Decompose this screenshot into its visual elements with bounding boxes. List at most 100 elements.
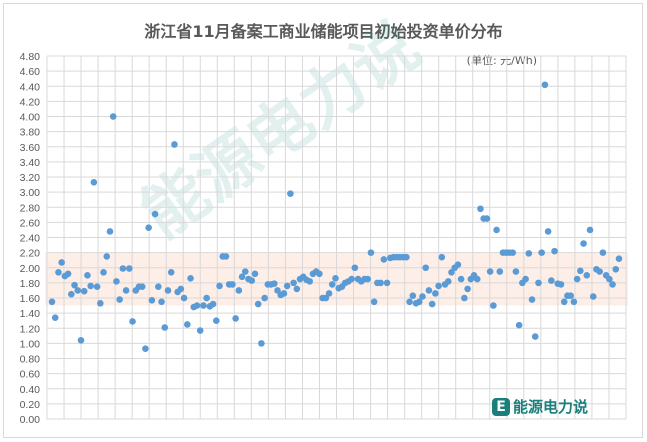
y-tick-label: 4.00	[20, 112, 41, 124]
data-point	[332, 275, 339, 282]
data-point	[509, 249, 516, 256]
y-tick-label: 3.60	[20, 142, 41, 154]
data-point	[116, 296, 123, 303]
y-tick-label: 4.40	[20, 81, 41, 93]
data-point	[570, 298, 578, 306]
data-point	[55, 268, 62, 276]
data-point	[435, 282, 442, 290]
data-point	[515, 321, 523, 329]
data-point	[158, 298, 165, 306]
data-point	[148, 296, 156, 304]
data-point	[293, 285, 301, 293]
data-point	[126, 265, 133, 272]
data-point	[254, 300, 262, 308]
data-point	[248, 277, 256, 284]
data-point	[48, 298, 56, 306]
data-point	[180, 294, 188, 302]
data-point	[454, 261, 462, 269]
data-point	[80, 287, 88, 295]
data-point	[138, 283, 146, 290]
data-point	[403, 253, 410, 261]
data-point	[251, 270, 259, 278]
data-point	[364, 275, 372, 283]
data-point	[531, 333, 539, 340]
data-point	[238, 273, 246, 281]
data-point	[432, 290, 439, 297]
data-point	[64, 270, 72, 278]
chart-title: 浙江省11月备案工商业储能项目初始投资单价分布	[144, 22, 503, 41]
y-tick-label: 4.60	[20, 66, 41, 78]
data-point	[280, 290, 288, 297]
data-point	[473, 275, 481, 283]
data-point	[483, 215, 491, 222]
data-point	[380, 256, 388, 263]
data-point	[551, 247, 558, 255]
data-point	[97, 299, 104, 307]
data-point	[232, 315, 239, 322]
data-point	[287, 190, 294, 197]
y-tick-label: 1.00	[20, 338, 41, 350]
data-point	[560, 298, 568, 306]
data-point	[567, 292, 574, 300]
data-point	[122, 287, 130, 294]
data-point	[171, 141, 178, 148]
data-point	[606, 275, 613, 283]
data-point	[161, 324, 169, 331]
data-point	[328, 281, 336, 288]
y-tick-label: 0.00	[20, 414, 41, 426]
data-point	[100, 268, 107, 276]
data-point	[167, 268, 175, 276]
data-point	[409, 292, 417, 300]
data-point	[177, 285, 185, 293]
data-point	[370, 298, 378, 306]
data-point	[490, 302, 497, 309]
data-point	[457, 275, 465, 283]
data-point	[383, 279, 391, 287]
data-point	[87, 282, 94, 290]
y-tick-label: 1.80	[20, 278, 41, 290]
logo-text: 能源电力说	[513, 398, 589, 416]
data-point	[583, 272, 591, 279]
data-point	[541, 81, 549, 89]
data-point	[493, 226, 500, 234]
y-tick-label: 0.20	[20, 399, 41, 411]
y-tick-label: 2.80	[20, 202, 41, 214]
data-point	[283, 282, 291, 290]
data-point	[444, 278, 452, 285]
data-point	[119, 265, 127, 272]
brand-logo: E 能源电力说	[492, 396, 588, 417]
data-point	[241, 268, 249, 275]
data-point	[306, 278, 314, 285]
y-tick-label: 2.60	[20, 217, 41, 229]
data-point	[51, 314, 59, 321]
data-point	[573, 275, 581, 283]
y-tick-label: 2.20	[20, 248, 41, 260]
y-tick-label: 1.40	[20, 308, 41, 320]
y-tick-label: 2.40	[20, 233, 41, 245]
data-point	[548, 277, 555, 284]
data-point	[422, 264, 430, 272]
data-point	[525, 250, 533, 257]
data-point	[406, 298, 413, 306]
data-point	[486, 268, 494, 275]
data-point	[425, 287, 433, 294]
data-point	[577, 267, 584, 275]
data-point	[187, 275, 194, 282]
data-point	[209, 300, 217, 308]
data-point	[109, 113, 117, 120]
unit-label: (单位: 元/Wh)	[466, 54, 537, 67]
data-point	[419, 293, 426, 300]
y-tick-label: 4.20	[20, 96, 41, 108]
data-point	[544, 228, 552, 235]
data-point	[142, 345, 149, 352]
data-point	[589, 293, 597, 300]
data-point	[84, 272, 91, 279]
data-point	[216, 282, 223, 290]
data-point	[316, 270, 323, 278]
y-tick-label: 3.20	[20, 172, 41, 184]
data-point	[164, 287, 172, 294]
y-tick-label: 3.80	[20, 127, 41, 139]
data-point	[106, 228, 114, 235]
data-point	[193, 302, 201, 309]
